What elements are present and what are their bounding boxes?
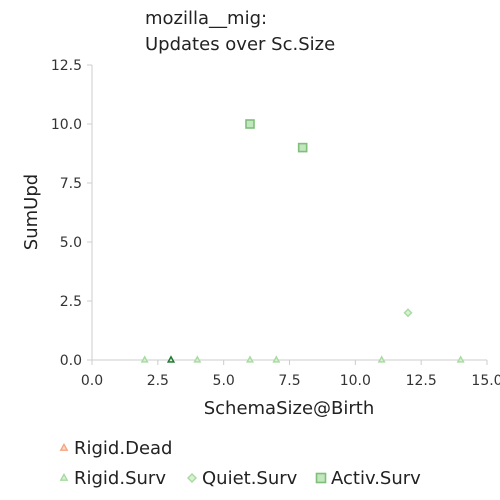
chart-title: mozilla__mig: Updates over Sc.Size xyxy=(145,8,335,55)
legend-label: Rigid.Surv xyxy=(74,468,166,489)
legend-item-quiet-surv: Quiet.Surv xyxy=(187,468,298,489)
y-tick-label: 0.0 xyxy=(60,353,82,369)
axes xyxy=(91,65,487,361)
data-point-rigid-surv xyxy=(140,355,149,363)
x-tick-label: 12.5 xyxy=(406,373,437,389)
data-point-rigid-surv xyxy=(456,355,465,363)
legend-label: Rigid.Dead xyxy=(74,438,172,459)
legend-marker-triangle xyxy=(59,472,69,481)
y-tick-label: 2.5 xyxy=(60,294,82,310)
data-point-activ-surv xyxy=(245,119,255,129)
legend-item-rigid-surv: Rigid.Surv xyxy=(59,468,166,489)
legend-label: Quiet.Surv xyxy=(202,468,298,489)
legend-item-rigid-dead: Rigid.Dead xyxy=(59,438,172,459)
x-tick-label: 15.0 xyxy=(471,373,500,389)
chart-title-line-1: mozilla__mig: xyxy=(145,8,267,29)
x-axis-label: SchemaSize@Birth xyxy=(204,398,375,419)
y-axis-ticks: 0.0 2.5 5.0 7.5 10.0 12.5 xyxy=(51,58,92,369)
x-tick-label: 7.5 xyxy=(278,373,300,389)
y-tick-label: 10.0 xyxy=(51,117,82,133)
legend: Rigid.Dead Rigid.Surv Quiet.Surv Activ.Surv xyxy=(59,438,421,489)
x-tick-label: 0.0 xyxy=(81,373,103,389)
y-tick-label: 5.0 xyxy=(60,235,82,251)
data-point-activ-surv xyxy=(297,142,308,153)
x-axis-ticks: 0.0 2.5 5.0 7.5 10.0 12.5 15.0 xyxy=(81,360,500,389)
x-tick-label: 5.0 xyxy=(213,373,235,389)
legend-marker-triangle xyxy=(59,442,69,451)
x-tick-label: 10.0 xyxy=(340,373,371,389)
data-point-highlight xyxy=(167,355,175,363)
legend-marker-square xyxy=(315,472,327,484)
x-tick-label: 2.5 xyxy=(147,373,169,389)
y-tick-label: 7.5 xyxy=(60,176,82,192)
data-point-quiet-surv xyxy=(403,308,413,318)
legend-item-activ-surv: Activ.Surv xyxy=(315,468,421,489)
y-tick-label: 12.5 xyxy=(51,58,82,74)
data-point-rigid-surv xyxy=(377,355,386,363)
legend-marker-diamond xyxy=(187,473,197,483)
data-point-rigid-surv xyxy=(272,355,281,363)
y-axis-label: SumUpd xyxy=(21,174,42,250)
chart-title-line-2: Updates over Sc.Size xyxy=(145,34,335,55)
data-points xyxy=(140,119,465,363)
legend-label: Activ.Surv xyxy=(331,468,421,489)
data-point-rigid-surv xyxy=(193,355,202,363)
data-point-rigid-surv xyxy=(246,355,254,363)
